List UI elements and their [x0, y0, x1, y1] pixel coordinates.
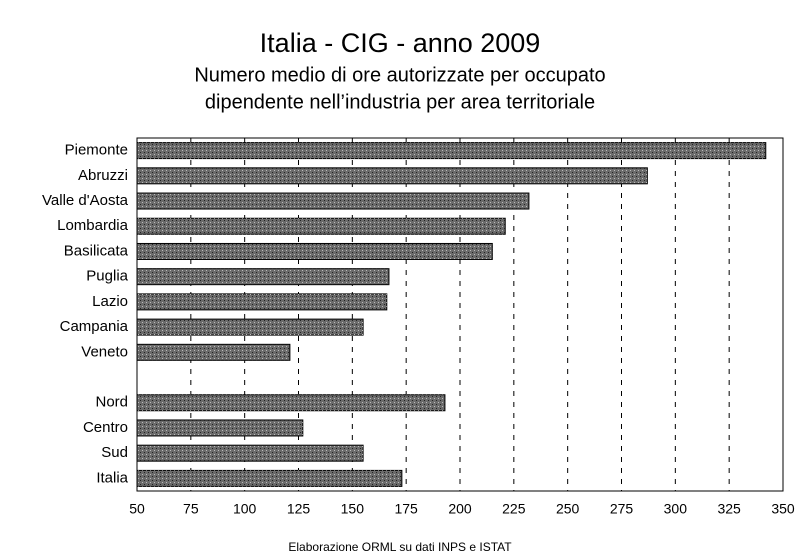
x-tick-label: 125 [287, 501, 311, 517]
y-tick-label: Sud [101, 444, 128, 461]
chart-title: Italia - CIG - anno 2009 [260, 28, 541, 58]
x-tick-label: 350 [771, 501, 795, 517]
plot-frame [136, 137, 784, 492]
chart-subtitle: Numero medio di ore autorizzate per occu… [194, 64, 605, 86]
x-tick-label: 100 [233, 501, 257, 517]
bar-texture [137, 419, 303, 436]
bar-texture [137, 167, 648, 184]
x-tick-label: 150 [341, 501, 365, 517]
bar-texture [137, 293, 387, 310]
y-tick-label: Lombardia [57, 217, 129, 234]
y-tick-label: Basilicata [64, 242, 129, 259]
bar-texture [137, 319, 364, 336]
bar-texture [137, 218, 506, 235]
chart-subtitle: dipendente nell’industria per area terri… [205, 91, 595, 113]
y-tick-label: Campania [60, 318, 129, 335]
bar-texture [137, 142, 766, 159]
x-tick-label: 325 [717, 501, 741, 517]
x-tick-label: 300 [664, 501, 688, 517]
y-tick-label: Nord [95, 394, 128, 411]
bar-texture [137, 268, 389, 285]
x-tick-label: 275 [610, 501, 634, 517]
y-tick-label: Piemonte [65, 142, 128, 159]
bar-texture [137, 243, 493, 260]
x-tick-label: 225 [502, 501, 526, 517]
source-note: Elaborazione ORML su dati INPS e ISTAT [288, 540, 512, 554]
y-tick-label: Lazio [92, 293, 128, 310]
x-tick-label: 175 [394, 501, 418, 517]
y-tick-label: Puglia [86, 268, 128, 285]
bar-texture [137, 344, 290, 361]
bar-texture [137, 193, 529, 210]
x-tick-label: 75 [183, 501, 199, 517]
x-tick-label: 250 [556, 501, 580, 517]
y-tick-label: Veneto [81, 343, 128, 360]
bar-texture [137, 394, 445, 411]
x-tick-label: 50 [129, 501, 145, 517]
bar-texture [137, 445, 364, 462]
y-tick-label: Italia [96, 469, 128, 486]
y-tick-label: Abruzzi [78, 167, 128, 184]
y-tick-label: Centro [83, 419, 128, 436]
y-tick-label: Valle d'Aosta [42, 192, 129, 209]
x-tick-label: 200 [448, 501, 472, 517]
bar-texture [137, 470, 402, 487]
